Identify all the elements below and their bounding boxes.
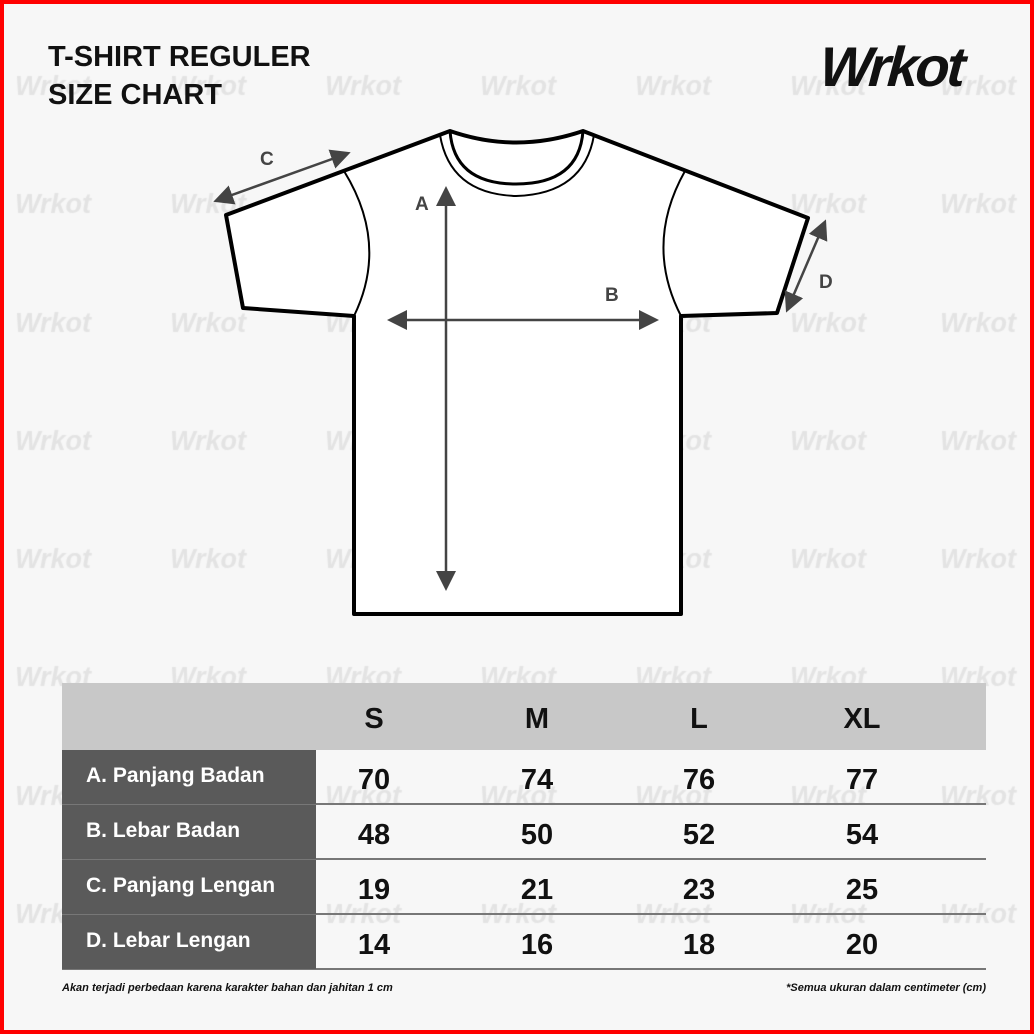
tshirt-outline <box>224 129 810 616</box>
table-row: C. Panjang Lengan 19 21 23 25 <box>62 860 986 915</box>
cell-value: 25 <box>845 874 879 906</box>
label-d: D <box>819 272 833 293</box>
table-row: B. Lebar Badan 48 50 52 54 <box>62 805 986 860</box>
arrow-d <box>784 219 828 313</box>
cell-value: 52 <box>682 819 716 851</box>
title-line2: SIZE CHART <box>48 79 222 111</box>
row-label: D. Lebar Lengan <box>62 915 316 970</box>
table-body: A. Panjang Badan 70 74 76 77 B. Lebar Badan 48… <box>62 750 986 970</box>
row-label: B. Lebar Badan <box>62 805 316 860</box>
cell-value: 21 <box>520 874 554 906</box>
cell-value: 50 <box>520 819 554 851</box>
size-table: S M L XL A. Panjang Badan 70 74 76 77 B. Leba… <box>62 683 986 970</box>
arrow-c <box>213 149 351 205</box>
title-line1: T-SHIRT REGULER <box>48 41 311 73</box>
right-sleeve-seam <box>662 170 686 317</box>
size-xl: XL <box>843 703 881 735</box>
cell-value: 16 <box>520 929 554 961</box>
collar <box>448 130 585 186</box>
label-c: C <box>260 149 274 170</box>
cell-value: 54 <box>845 819 879 851</box>
cell-value: 74 <box>520 764 554 796</box>
cell-value: 70 <box>357 764 391 796</box>
note-left: Akan terjadi perbedaan karena karakter b… <box>62 982 393 994</box>
size-s: S <box>364 703 384 735</box>
cell-value: 20 <box>845 929 879 961</box>
table-header: S M L XL <box>62 683 986 750</box>
cell-value: 19 <box>357 874 391 906</box>
cell-value: 77 <box>845 764 879 796</box>
row-label: A. Panjang Badan <box>62 750 316 805</box>
size-l: L <box>690 703 708 735</box>
table-row: A. Panjang Badan 70 74 76 77 <box>62 750 986 805</box>
left-sleeve-seam <box>343 170 371 317</box>
cell-value: 76 <box>682 764 716 796</box>
cell-value: 18 <box>682 929 716 961</box>
table-row: D. Lebar Lengan 14 16 18 20 <box>62 915 986 970</box>
row-label: C. Panjang Lengan <box>62 860 316 915</box>
size-m: M <box>524 703 550 735</box>
page-title: T-SHIRT REGULER SIZE CHART <box>48 38 311 114</box>
cell-value: 48 <box>357 819 391 851</box>
label-a: A <box>415 194 429 215</box>
note-right: *Semua ukuran dalam centimeter (cm) <box>786 982 986 994</box>
collar-outer <box>439 134 595 198</box>
cell-value: 14 <box>357 929 391 961</box>
label-b: B <box>605 285 619 306</box>
cell-value: 23 <box>682 874 716 906</box>
size-chart: T-SHIRT REGULER SIZE CHART Wrkot A B C D … <box>4 4 1030 1030</box>
tshirt-diagram: A B C D <box>213 129 833 616</box>
